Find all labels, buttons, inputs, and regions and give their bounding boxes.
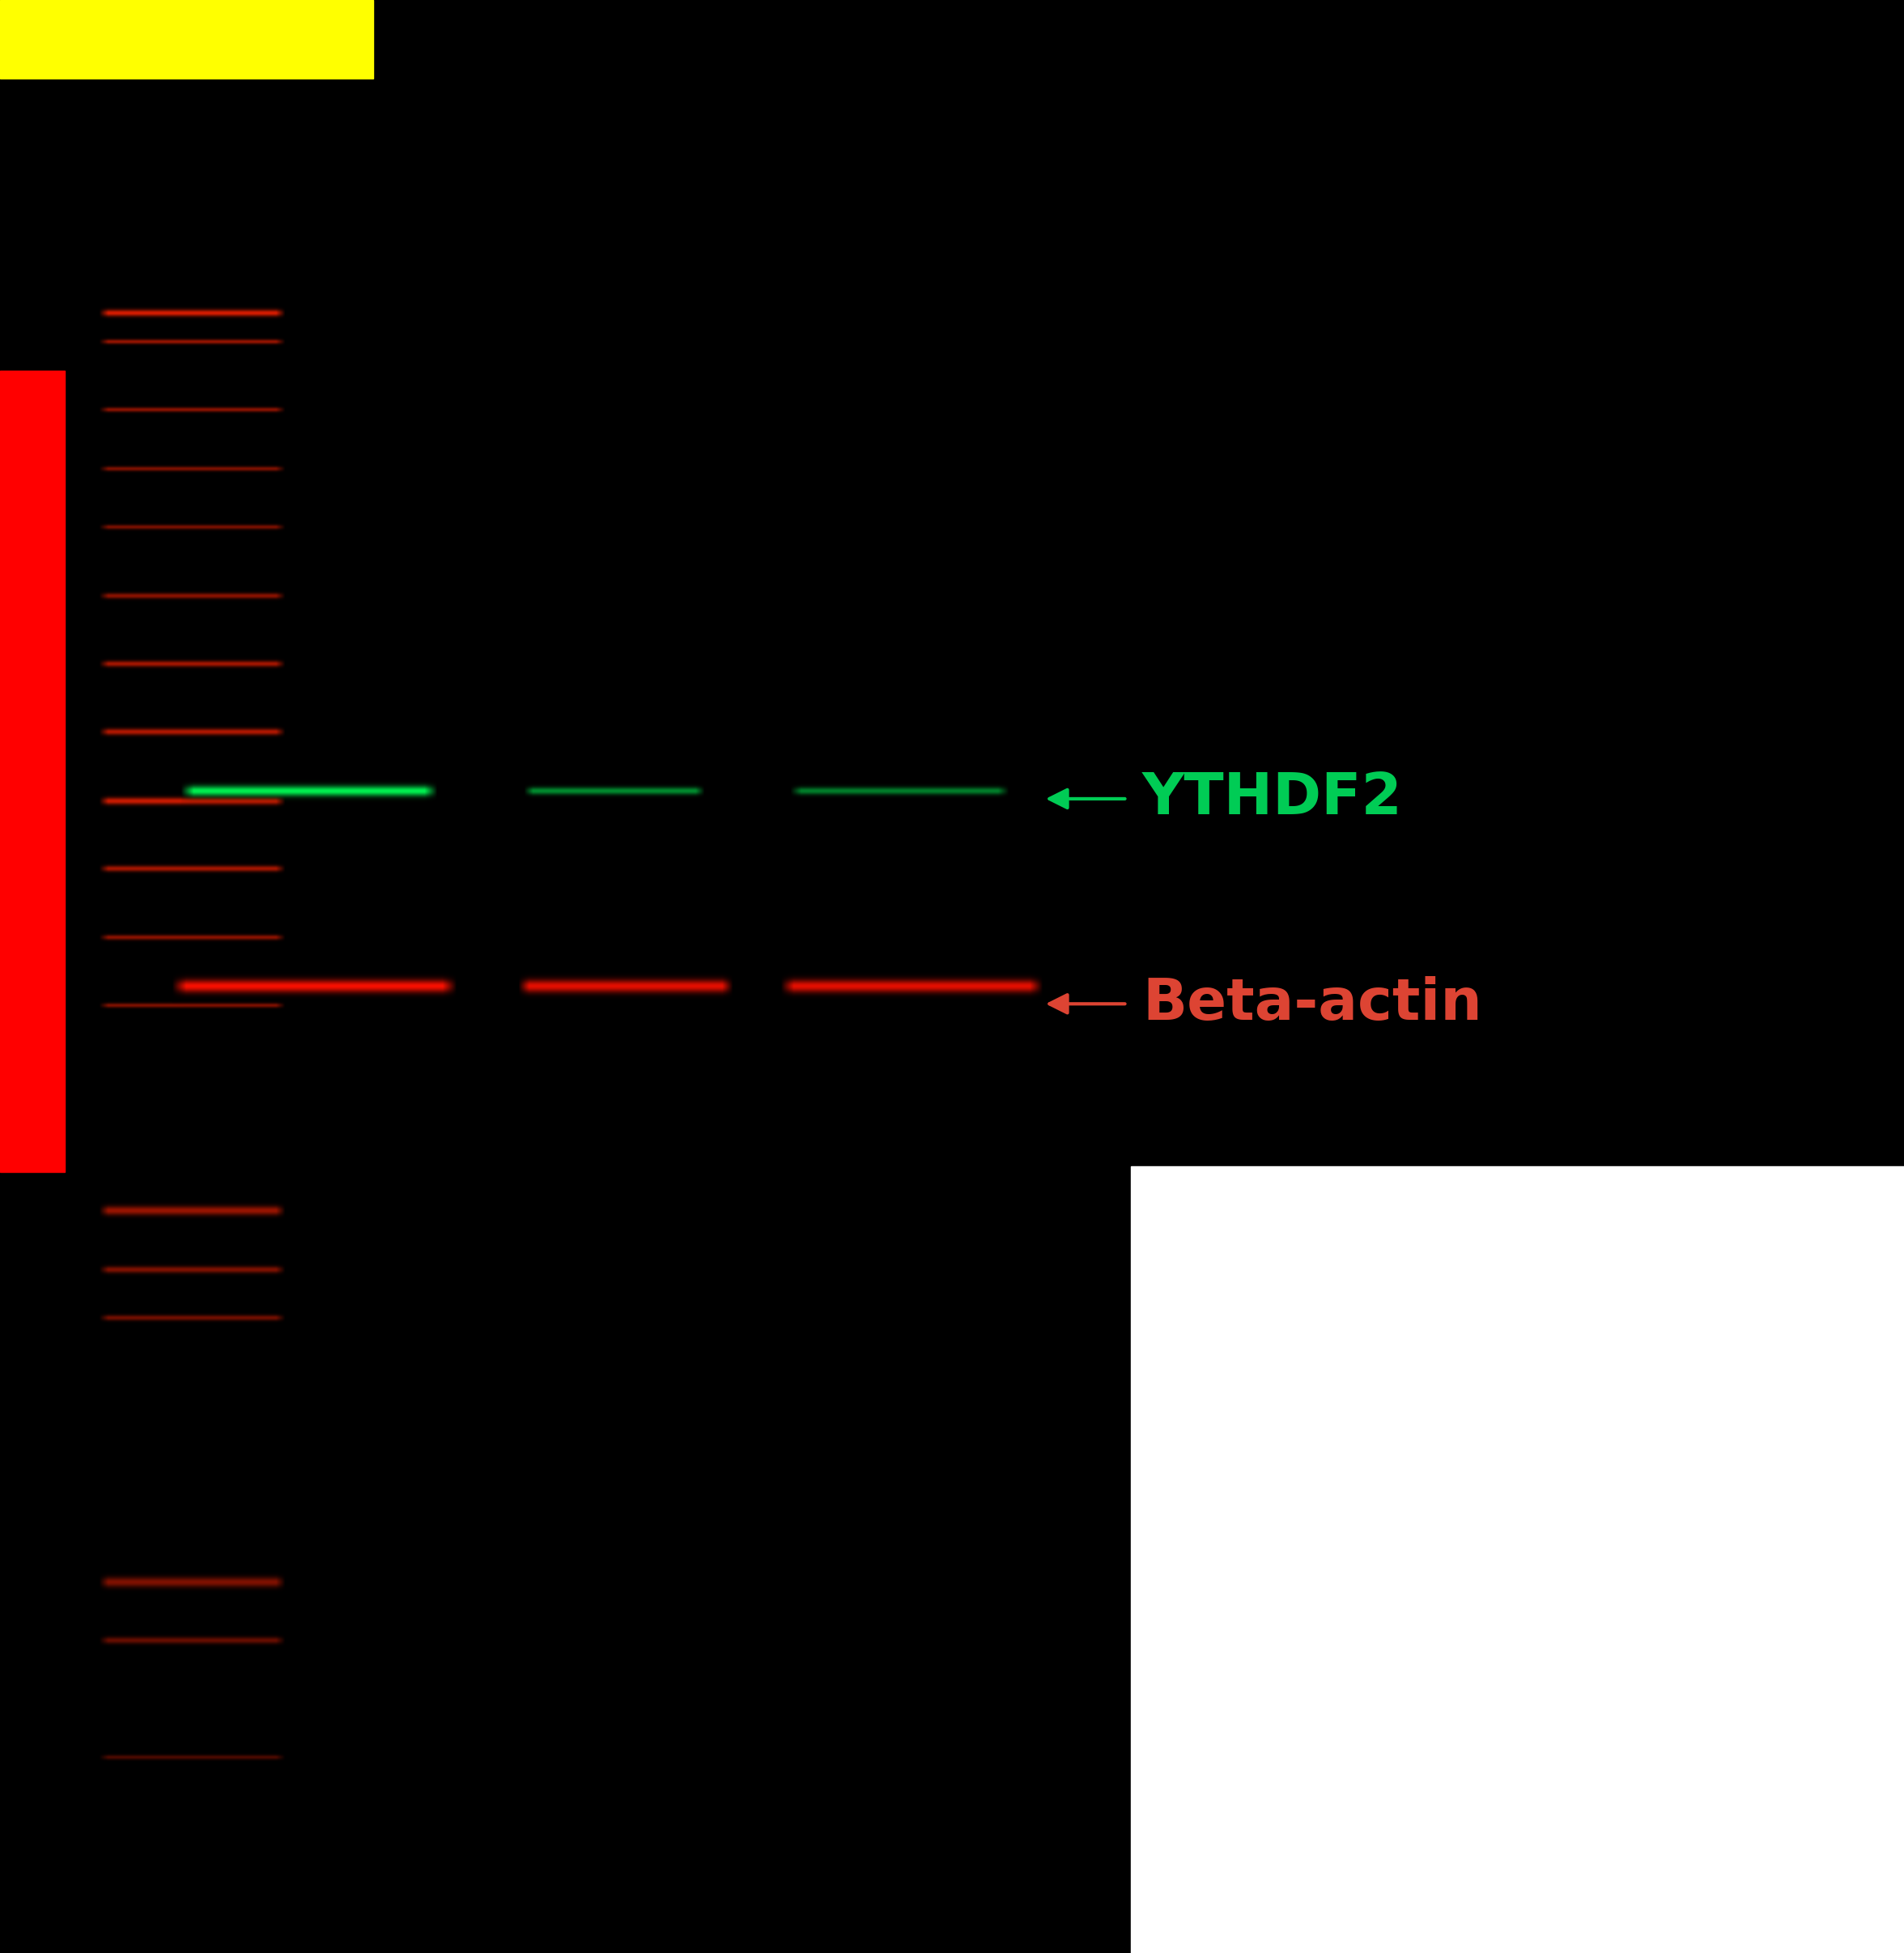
Text: Beta-actin: Beta-actin (1142, 976, 1481, 1031)
Bar (0, 0, 373, 78)
Text: YTHDF2: YTHDF2 (1142, 771, 1403, 826)
Bar (1131, 1166, 1904, 1953)
Bar (0, 371, 65, 1172)
